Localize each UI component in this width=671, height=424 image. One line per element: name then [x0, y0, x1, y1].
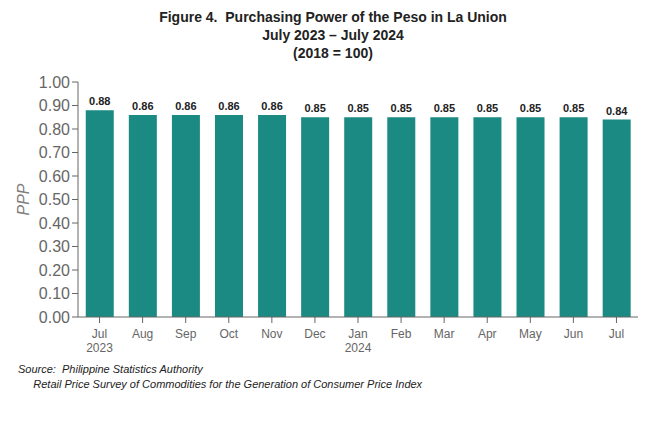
svg-text:0.20: 0.20 — [39, 262, 70, 279]
svg-text:Jun: Jun — [564, 327, 583, 341]
svg-text:Mar: Mar — [434, 327, 455, 341]
svg-text:Apr: Apr — [478, 327, 497, 341]
svg-text:Oct: Oct — [219, 327, 238, 341]
svg-text:Dec: Dec — [304, 327, 325, 341]
svg-text:0.86: 0.86 — [132, 100, 153, 112]
svg-text:0.90: 0.90 — [39, 97, 70, 114]
svg-text:0.00: 0.00 — [39, 309, 70, 326]
svg-text:Sep: Sep — [175, 327, 197, 341]
html-text:Figure 4. Purchasing Power of: Figure 4. Purchasing Power of the Peso i… — [159, 9, 507, 25]
svg-text:0.40: 0.40 — [39, 215, 70, 232]
svg-text:0.86: 0.86 — [218, 100, 239, 112]
svg-text:0.88: 0.88 — [89, 95, 110, 107]
html-text:(2018 = 100): (2018 = 100) — [293, 45, 373, 61]
html-text:July 2023 – July 2024: July 2023 – July 2024 — [262, 27, 404, 43]
svg-text:0.85: 0.85 — [348, 102, 369, 114]
svg-text:0.85: 0.85 — [477, 102, 498, 114]
svg-text:0.10: 0.10 — [39, 285, 70, 302]
svg-text:0.85: 0.85 — [304, 102, 325, 114]
svg-text:May: May — [519, 327, 542, 341]
svg-text:0.85: 0.85 — [391, 102, 412, 114]
svg-text:1.00: 1.00 — [39, 74, 70, 91]
svg-text:Feb: Feb — [391, 327, 412, 341]
svg-text:PPP: PPP — [15, 183, 32, 215]
svg-text:0.85: 0.85 — [563, 102, 584, 114]
svg-text:0.85: 0.85 — [520, 102, 541, 114]
svg-text:0.30: 0.30 — [39, 238, 70, 255]
svg-text:Jul2023: Jul2023 — [86, 327, 113, 355]
svg-text:Jul: Jul — [609, 327, 624, 341]
svg-text:0.50: 0.50 — [39, 191, 70, 208]
html-text:Retail Price Survey of Commodi: Retail Price Survey of Commodities for t… — [18, 378, 423, 390]
svg-text:Aug: Aug — [132, 327, 153, 341]
svg-text:0.86: 0.86 — [175, 100, 196, 112]
svg-text:0.60: 0.60 — [39, 168, 70, 185]
svg-text:0.70: 0.70 — [39, 144, 70, 161]
svg-text:0.84: 0.84 — [606, 105, 628, 117]
svg-text:0.80: 0.80 — [39, 121, 70, 138]
svg-text:0.85: 0.85 — [434, 102, 455, 114]
html-text:Source: Philippine Statistics: Source: Philippine Statistics Authority — [18, 363, 203, 375]
svg-text:Nov: Nov — [261, 327, 282, 341]
svg-text:Jan2024: Jan2024 — [345, 327, 372, 355]
svg-text:0.86: 0.86 — [261, 100, 282, 112]
